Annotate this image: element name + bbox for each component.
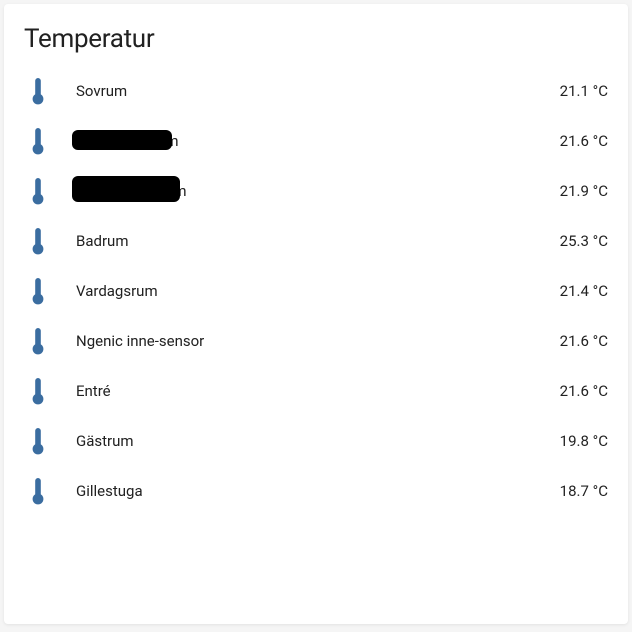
sensor-row[interactable]: Ngenic inne-sensor 21.6 °C xyxy=(4,316,628,366)
sensor-name: Vardagsrum xyxy=(76,282,158,300)
sensor-label-wrap: Gästrum xyxy=(76,432,560,450)
sensor-label-wrap: Badrum xyxy=(76,232,560,250)
thermometer-icon xyxy=(32,327,76,355)
sensor-name: Badrum xyxy=(76,232,128,250)
thermometer-icon xyxy=(32,177,76,205)
redaction-mark xyxy=(72,130,172,150)
sensor-name: Ngenic inne-sensor xyxy=(76,332,204,350)
sensor-value: 21.6 °C xyxy=(560,382,608,400)
sensor-name: Sovrum xyxy=(76,82,127,100)
sensor-row[interactable]: Entré 21.6 °C xyxy=(4,366,628,416)
sensor-row[interactable]: Gästrum 19.8 °C xyxy=(4,416,628,466)
sensor-value: 21.6 °C xyxy=(560,132,608,150)
redaction-mark xyxy=(72,176,180,202)
sensor-row[interactable]: Vardagsrum 21.4 °C xyxy=(4,266,628,316)
thermometer-icon xyxy=(32,427,76,455)
sensor-value: 25.3 °C xyxy=(560,232,608,250)
sensor-row[interactable]: Badrum 25.3 °C xyxy=(4,216,628,266)
sensor-name: Gillestuga xyxy=(76,482,143,500)
sensor-value: 21.9 °C xyxy=(560,182,608,200)
sensor-label-wrap: rum xyxy=(76,132,560,150)
sensor-row[interactable]: rum21.6 °C xyxy=(4,116,628,166)
thermometer-icon xyxy=(32,277,76,305)
sensor-name: Gästrum xyxy=(76,432,134,450)
thermometer-icon xyxy=(32,377,76,405)
sensor-value: 19.8 °C xyxy=(560,432,608,450)
sensor-value: 18.7 °C xyxy=(560,482,608,500)
sensor-label-wrap: Sovrum xyxy=(76,82,560,100)
temperature-card: Temperatur Sovrum21.1 °Crum21.6 °Crum21.… xyxy=(4,4,628,624)
sensor-value: 21.1 °C xyxy=(560,82,608,100)
sensor-label-wrap: Ngenic inne-sensor xyxy=(76,332,560,350)
sensor-list: Sovrum21.1 °Crum21.6 °Crum21.9 °CBadrum2… xyxy=(4,66,628,516)
card-title: Temperatur xyxy=(4,4,628,66)
sensor-label-wrap: Gillestuga xyxy=(76,482,560,500)
thermometer-icon xyxy=(32,477,76,505)
sensor-label-wrap: rum xyxy=(76,182,560,200)
sensor-row[interactable]: Gillestuga 18.7 °C xyxy=(4,466,628,516)
sensor-row[interactable]: Sovrum 21.1 °C xyxy=(4,66,628,116)
thermometer-icon xyxy=(32,227,76,255)
sensor-value: 21.4 °C xyxy=(560,282,608,300)
sensor-value: 21.6 °C xyxy=(560,332,608,350)
thermometer-icon xyxy=(32,77,76,105)
sensor-name: Entré xyxy=(76,382,111,400)
sensor-label-wrap: Entré xyxy=(76,382,560,400)
sensor-label-wrap: Vardagsrum xyxy=(76,282,560,300)
thermometer-icon xyxy=(32,127,76,155)
sensor-row[interactable]: rum21.9 °C xyxy=(4,166,628,216)
